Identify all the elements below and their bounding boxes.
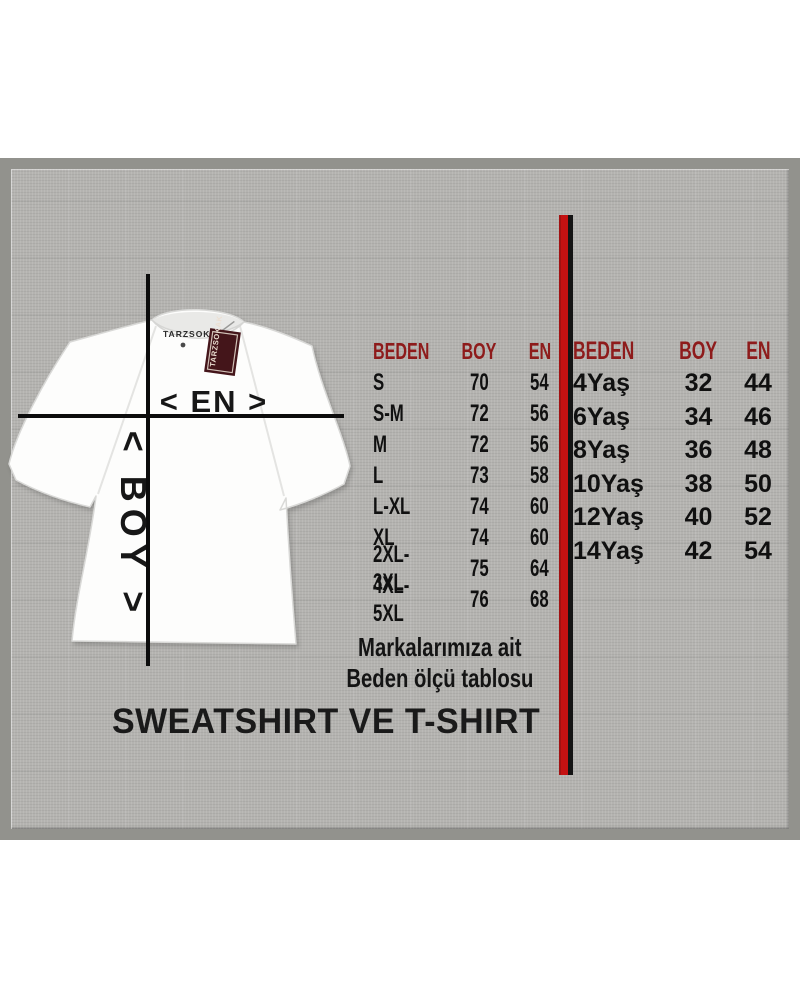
red-divider-line: [559, 215, 573, 775]
kids-row-en: 44: [744, 369, 772, 398]
kids-row-boy: 34: [684, 402, 713, 431]
adult-row-boy: 76: [469, 585, 489, 613]
kids-size-table: BEDEN BOY EN 4Yaş 32 44 6Yaş 34 46 8Yaş …: [573, 336, 788, 568]
length-measure-line: [146, 274, 150, 666]
adult-row-boy: 73: [469, 461, 489, 489]
kids-row-en: 54: [744, 536, 772, 565]
kids-row-en: 46: [744, 402, 772, 431]
kids-row-en: 52: [744, 503, 772, 532]
kids-row-en: 50: [744, 469, 772, 498]
adult-row-size: S: [373, 368, 385, 396]
kids-row-size: 10Yaş: [573, 469, 644, 498]
collar-logo-mark: [180, 342, 186, 348]
page-title: SWEATSHIRT VE T-SHIRT: [112, 702, 541, 741]
adult-row-size: L-XL: [373, 492, 411, 520]
adult-row-boy: 72: [469, 399, 489, 427]
adult-row-size: XL: [373, 523, 395, 551]
width-arrow-label: < EN >: [159, 384, 269, 419]
adult-row-en: 56: [530, 430, 549, 458]
kids-header-beden: BEDEN: [573, 337, 635, 365]
kids-row-size: 14Yaş: [573, 536, 644, 565]
adult-row-boy: 74: [469, 523, 489, 551]
neck-opening: [152, 311, 244, 334]
adult-row-en: 60: [530, 523, 549, 551]
tag-body: [204, 328, 241, 377]
adult-row-size: L: [373, 461, 384, 489]
kids-row-en: 48: [744, 436, 772, 465]
adult-header-boy: BOY: [461, 338, 497, 364]
tag-border: [206, 330, 239, 374]
adult-row-en: 60: [530, 492, 549, 520]
gray-frame: [0, 158, 800, 840]
adult-row-boy: 75: [469, 554, 489, 582]
kids-header-boy: BOY: [679, 337, 718, 365]
adult-header-beden: BEDEN: [373, 338, 430, 364]
adult-row-size: 2XL-3XL: [373, 540, 410, 596]
adult-row-boy: 74: [469, 492, 489, 520]
adult-size-table: BEDEN BOY EN S 70 54 S-M 72 56 M 72 56 L…: [373, 336, 569, 627]
adult-row-size: 4XL-5XL: [373, 571, 410, 627]
kids-row-size: 6Yaş: [573, 402, 631, 431]
kids-header-en: EN: [745, 337, 771, 365]
kids-row-size: 8Yaş: [573, 436, 631, 465]
length-arrow-label: < BOY >: [113, 430, 154, 620]
adult-row-boy: 72: [469, 430, 489, 458]
table-caption: Markalarımıza ait Beden ölçü tablosu: [320, 632, 560, 694]
adult-row-en: 54: [530, 368, 549, 396]
caption-line-1: Markalarımıza ait: [358, 632, 522, 662]
kids-row-size: 12Yaş: [573, 503, 644, 532]
collar-brand-text: TARZSOKAK: [163, 329, 225, 339]
width-measure-line: [18, 414, 344, 418]
adult-row-size: S-M: [373, 399, 404, 427]
adult-row-en: 56: [530, 399, 549, 427]
adult-header-en: EN: [528, 338, 551, 364]
hang-tag: TARZSOKAK: [204, 315, 241, 377]
kids-row-boy: 38: [684, 469, 713, 498]
kids-row-size: 4Yaş: [573, 369, 631, 398]
right-raglan-seam: [239, 325, 285, 497]
adult-row-en: 58: [530, 461, 549, 489]
kids-row-boy: 36: [684, 436, 713, 465]
kids-row-boy: 42: [684, 536, 713, 565]
tshirt-silhouette: [8, 308, 351, 645]
adult-row-boy: 70: [469, 368, 489, 396]
adult-row-en: 64: [530, 554, 549, 582]
kids-row-boy: 32: [684, 369, 713, 398]
kids-row-boy: 40: [684, 503, 713, 532]
adult-row-size: M: [373, 430, 387, 458]
adult-row-en: 68: [530, 585, 549, 613]
tshirt-illustration: TARZSOKAK TARZSOKAK: [8, 308, 351, 645]
caption-line-2: Beden ölçü tablosu: [346, 663, 534, 693]
